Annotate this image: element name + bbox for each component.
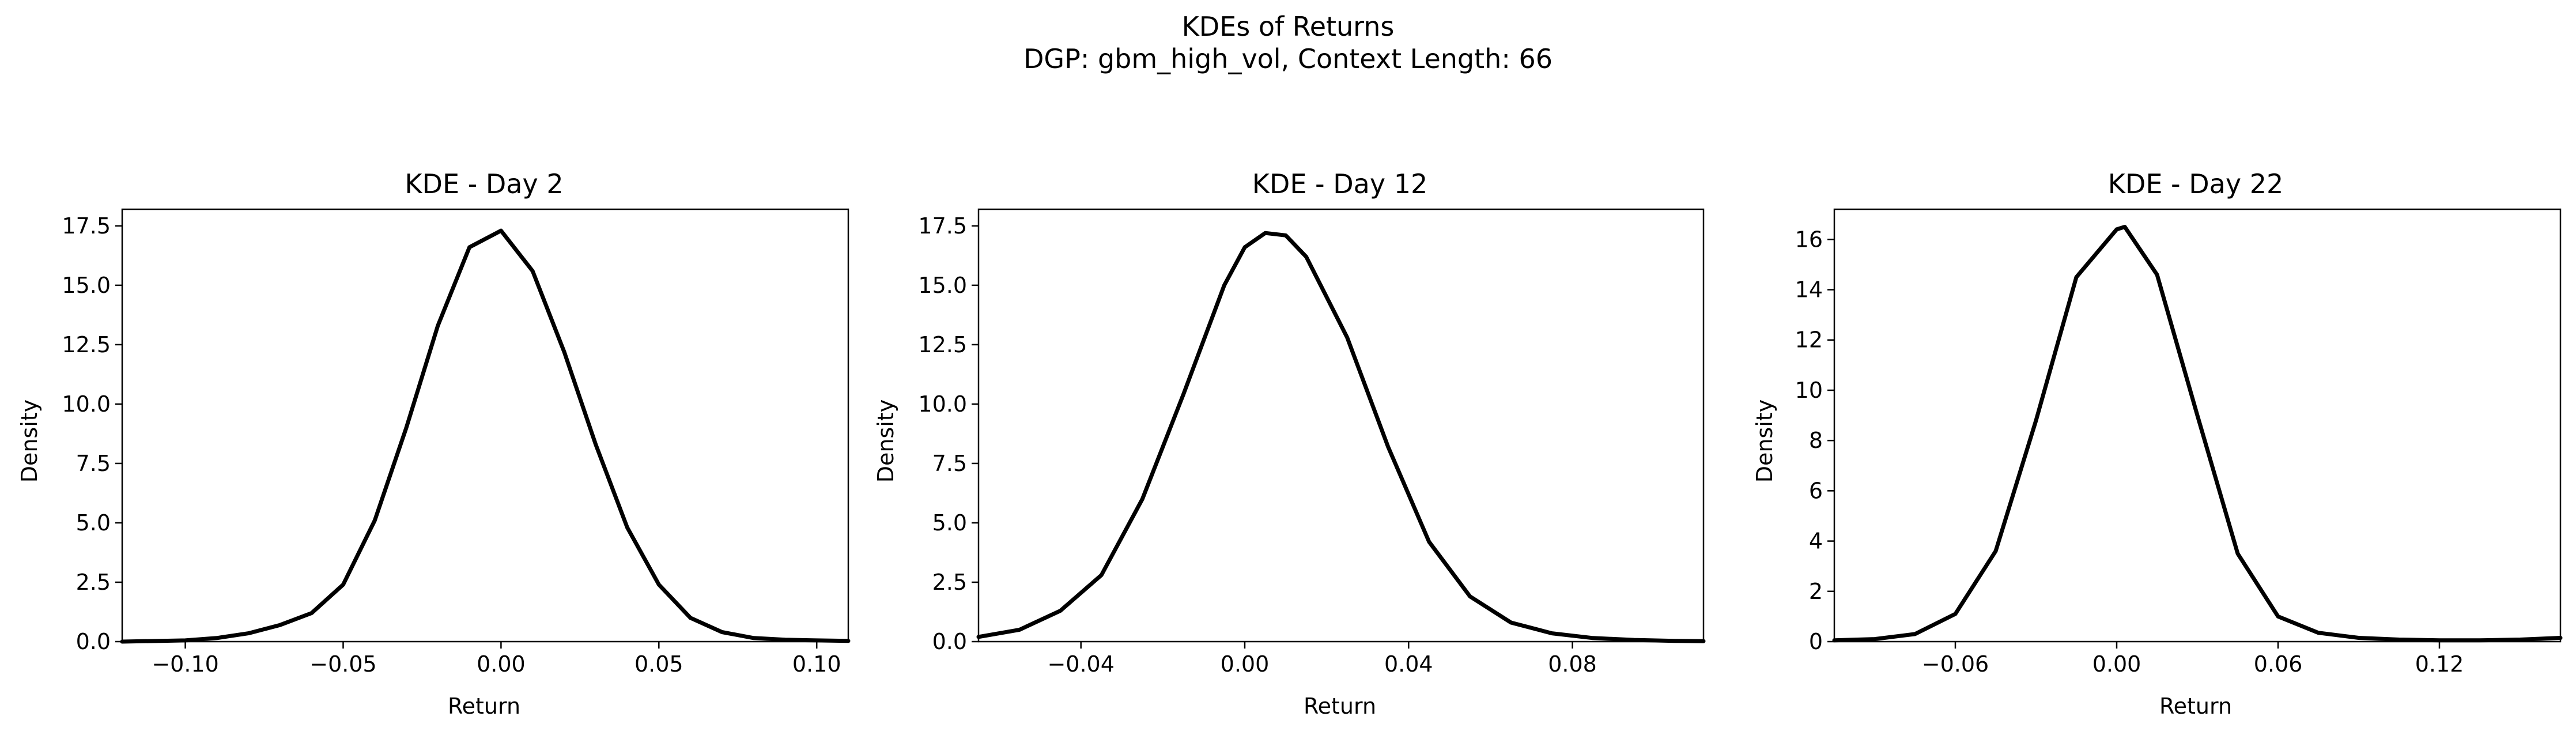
- chart-panel-day-22: KDE - Day 22 Return Density −0.06 0.00 0.0…: [1752, 168, 2563, 719]
- x-tick-label: 0.05: [634, 651, 683, 677]
- y-tick-label: 12.5: [918, 332, 967, 357]
- chart-panel-day-12: KDE - Day 12 Return Density −0.04 0.00 0.0…: [873, 168, 1706, 719]
- y-tick-label: 2.5: [76, 570, 111, 595]
- chart-title: KDE - Day 12: [1252, 168, 1427, 199]
- y-tick-label: 16: [1795, 227, 1823, 252]
- kde-line: [1832, 225, 2563, 643]
- y-tick-label: 10: [1795, 378, 1823, 403]
- figure-suptitle-line2: DGP: gbm_high_vol, Context Length: 66: [1023, 43, 1553, 74]
- plot-frame: [1833, 208, 2562, 643]
- x-tick-label: 0.06: [2254, 651, 2303, 677]
- y-tick-label: 2: [1809, 579, 1823, 604]
- kde-line: [120, 228, 851, 644]
- y-tick-label: 0: [1809, 629, 1823, 654]
- figure-suptitle-line1: KDEs of Returns: [1182, 11, 1395, 42]
- chart-panel-day-2: KDE - Day 2 Return Density −0.10 −0.05 0.0…: [17, 168, 851, 719]
- y-tick-label: 10.0: [918, 391, 967, 417]
- y-axis-label: Density: [1752, 399, 1777, 483]
- y-tick-label: 5.0: [76, 510, 111, 536]
- y-axis-label: Density: [17, 399, 42, 483]
- y-axis-label: Density: [873, 399, 898, 483]
- y-tick-label: 4: [1809, 529, 1823, 554]
- plot-frame: [121, 208, 849, 643]
- y-tick-label: 15.0: [62, 273, 111, 298]
- y-tick-label: 2.5: [932, 570, 967, 595]
- y-tick-label: 15.0: [918, 273, 967, 298]
- y-tick-label: 12.5: [62, 332, 111, 357]
- x-tick-label: 0.04: [1384, 651, 1433, 677]
- plot-frame: [977, 208, 1705, 643]
- x-tick-label: 0.00: [477, 651, 526, 677]
- x-axis-label: Return: [2159, 693, 2232, 719]
- y-tick-label: 17.5: [62, 213, 111, 239]
- chart-title: KDE - Day 22: [2108, 168, 2283, 199]
- y-tick-label: 0.0: [76, 629, 111, 654]
- x-axis-label: Return: [1304, 693, 1376, 719]
- y-tick-label: 7.5: [932, 451, 967, 476]
- y-tick-label: 7.5: [76, 451, 111, 476]
- y-tick-label: 17.5: [918, 213, 967, 239]
- x-tick-label: 0.00: [1221, 651, 1270, 677]
- x-tick-label: 0.08: [1548, 651, 1597, 677]
- x-tick-label: 0.12: [2415, 651, 2464, 677]
- kde-line: [976, 231, 1706, 643]
- x-tick-label: −0.04: [1047, 651, 1114, 677]
- x-tick-label: −0.05: [309, 651, 376, 677]
- chart-title: KDE - Day 2: [405, 168, 563, 199]
- x-tick-label: −0.10: [152, 651, 218, 677]
- x-axis-label: Return: [448, 693, 520, 719]
- y-tick-label: 0.0: [932, 629, 967, 654]
- x-tick-label: −0.06: [1922, 651, 1989, 677]
- y-tick-label: 5.0: [932, 510, 967, 536]
- y-tick-label: 8: [1809, 428, 1823, 453]
- y-tick-label: 14: [1795, 277, 1823, 303]
- x-tick-label: 0.10: [792, 651, 841, 677]
- y-tick-label: 10.0: [62, 391, 111, 417]
- y-tick-label: 6: [1809, 478, 1823, 503]
- y-tick-label: 12: [1795, 327, 1823, 353]
- x-tick-label: 0.00: [2092, 651, 2141, 677]
